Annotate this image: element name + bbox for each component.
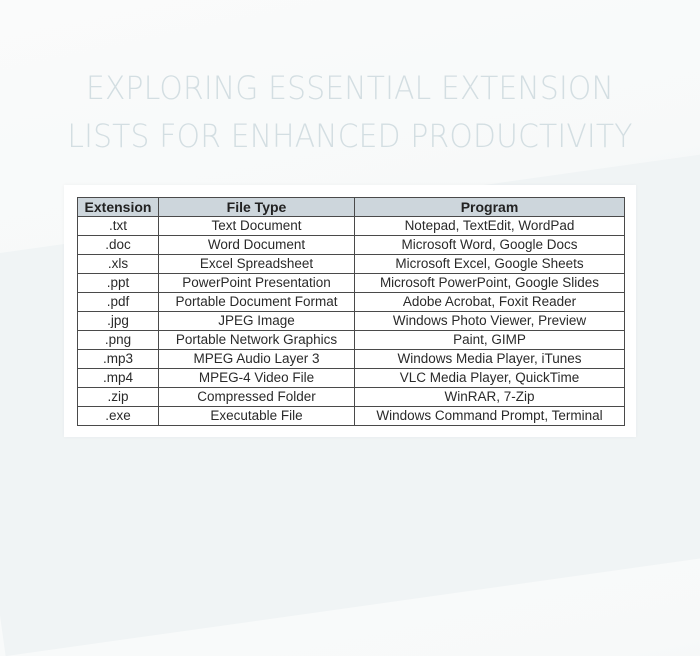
cell-program: Windows Command Prompt, Terminal [354,406,625,426]
table-row: .mp3 MPEG Audio Layer 3 Windows Media Pl… [77,349,625,369]
table-row: .jpg JPEG Image Windows Photo Viewer, Pr… [77,311,625,331]
cell-extension: .txt [77,216,159,236]
cell-file-type: Text Document [158,216,355,236]
header-program: Program [354,197,625,217]
cell-extension: .mp3 [77,349,159,369]
cell-program: Windows Media Player, iTunes [354,349,625,369]
cell-extension: .xls [77,254,159,274]
table-header-row: Extension File Type Program [77,197,625,217]
cell-program: Windows Photo Viewer, Preview [354,311,625,331]
cell-program: Adobe Acrobat, Foxit Reader [354,292,625,312]
table-row: .png Portable Network Graphics Paint, GI… [77,330,625,350]
cell-program: Microsoft PowerPoint, Google Slides [354,273,625,293]
table-row: .exe Executable File Windows Command Pro… [77,406,625,426]
cell-program: WinRAR, 7-Zip [354,387,625,407]
cell-program: Microsoft Excel, Google Sheets [354,254,625,274]
page-title: EXPLORING ESSENTIAL EXTENSION LISTS FOR … [0,64,700,160]
title-line-1: EXPLORING ESSENTIAL EXTENSION [85,69,614,107]
cell-file-type: Portable Network Graphics [158,330,355,350]
cell-extension: .doc [77,235,159,255]
cell-program: Notepad, TextEdit, WordPad [354,216,625,236]
table-row: .txt Text Document Notepad, TextEdit, Wo… [77,216,625,236]
title-line-2: LISTS FOR ENHANCED PRODUCTIVITY [67,117,633,155]
cell-program: Paint, GIMP [354,330,625,350]
cell-file-type: Excel Spreadsheet [158,254,355,274]
cell-file-type: Compressed Folder [158,387,355,407]
table-row: .ppt PowerPoint Presentation Microsoft P… [77,273,625,293]
cell-file-type: MPEG-4 Video File [158,368,355,388]
table-row: .xls Excel Spreadsheet Microsoft Excel, … [77,254,625,274]
cell-program: Microsoft Word, Google Docs [354,235,625,255]
cell-extension: .mp4 [77,368,159,388]
table-card: Extension File Type Program .txt Text Do… [64,185,636,437]
cell-file-type: PowerPoint Presentation [158,273,355,293]
table-row: .pdf Portable Document Format Adobe Acro… [77,292,625,312]
cell-file-type: MPEG Audio Layer 3 [158,349,355,369]
header-file-type: File Type [158,197,355,217]
cell-extension: .pdf [77,292,159,312]
cell-program: VLC Media Player, QuickTime [354,368,625,388]
table-row: .zip Compressed Folder WinRAR, 7-Zip [77,387,625,407]
cell-file-type: Executable File [158,406,355,426]
cell-extension: .exe [77,406,159,426]
cell-extension: .ppt [77,273,159,293]
table-row: .doc Word Document Microsoft Word, Googl… [77,235,625,255]
cell-extension: .zip [77,387,159,407]
header-extension: Extension [77,197,159,217]
extensions-table: Extension File Type Program .txt Text Do… [77,197,625,426]
cell-extension: .jpg [77,311,159,331]
cell-file-type: JPEG Image [158,311,355,331]
cell-file-type: Portable Document Format [158,292,355,312]
cell-file-type: Word Document [158,235,355,255]
table-row: .mp4 MPEG-4 Video File VLC Media Player,… [77,368,625,388]
cell-extension: .png [77,330,159,350]
